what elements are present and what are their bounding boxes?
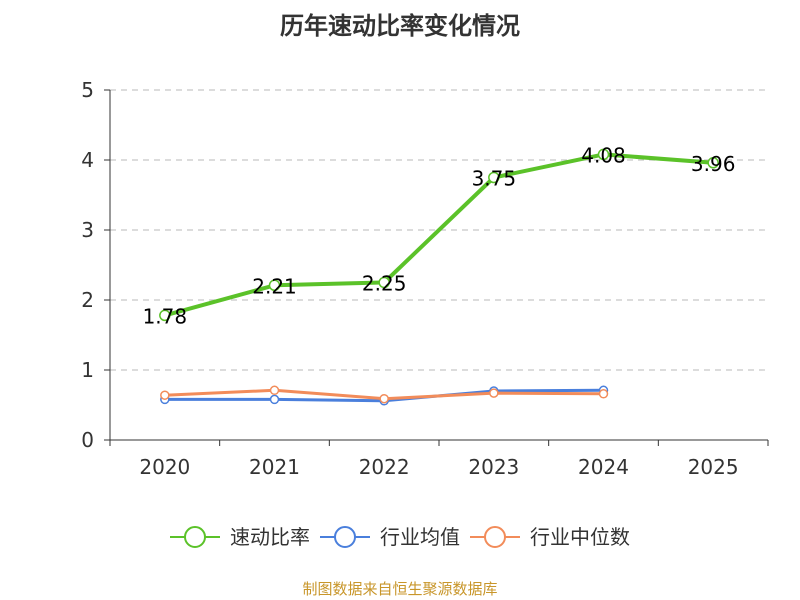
chart-title: 历年速动比率变化情况 bbox=[280, 12, 520, 40]
legend-label: 速动比率 bbox=[230, 525, 310, 549]
x-tick-label: 2024 bbox=[578, 455, 629, 479]
y-tick-label: 3 bbox=[81, 218, 94, 242]
y-tick-label: 5 bbox=[81, 78, 94, 102]
legend-item: 行业均值 bbox=[320, 525, 460, 549]
x-tick-label: 2022 bbox=[359, 455, 410, 479]
legend-label: 行业中位数 bbox=[530, 525, 630, 549]
x-tick-labels: 2020 2021 2022 2023 2024 2025 bbox=[139, 455, 738, 479]
legend: 速动比率 行业均值 行业中位数 bbox=[170, 525, 630, 549]
y-tick-label: 0 bbox=[81, 428, 94, 452]
data-point bbox=[597, 148, 610, 161]
x-tick-label: 2023 bbox=[468, 455, 519, 479]
series-line-0 bbox=[164, 152, 714, 318]
series-group bbox=[159, 148, 719, 406]
data-point bbox=[268, 279, 281, 292]
legend-item: 速动比率 bbox=[170, 525, 310, 549]
x-tick-label: 2020 bbox=[139, 455, 190, 479]
data-point bbox=[488, 171, 500, 184]
source-note: 制图数据来自恒生聚源数据库 bbox=[302, 580, 498, 598]
legend-marker bbox=[184, 526, 206, 548]
x-tick-label: 2021 bbox=[249, 455, 300, 479]
y-tick-label: 1 bbox=[81, 358, 94, 382]
data-point bbox=[707, 157, 719, 169]
data-labels: 1.78 2.21 2.25 3.75 4.08 3.96 bbox=[143, 143, 736, 328]
legend-marker bbox=[484, 526, 506, 548]
data-point bbox=[379, 393, 389, 404]
data-label: 2.25 bbox=[362, 272, 407, 296]
data-label: 2.21 bbox=[252, 274, 297, 298]
data-label: 1.78 bbox=[143, 304, 188, 328]
y-tick-labels: 0 1 2 3 4 5 bbox=[81, 78, 94, 452]
data-point bbox=[378, 276, 390, 289]
data-point bbox=[160, 390, 170, 400]
data-point bbox=[269, 394, 280, 405]
axes bbox=[104, 89, 769, 446]
legend-item: 行业中位数 bbox=[470, 525, 630, 549]
x-tick-label: 2025 bbox=[688, 455, 739, 479]
data-label: 3.96 bbox=[691, 152, 736, 176]
data-point bbox=[489, 388, 499, 398]
y-tick-label: 2 bbox=[81, 288, 94, 312]
data-label: 4.08 bbox=[581, 143, 626, 167]
data-label: 3.75 bbox=[472, 167, 517, 191]
legend-marker bbox=[334, 526, 356, 548]
legend-label: 行业均值 bbox=[380, 525, 460, 549]
data-point bbox=[269, 385, 280, 396]
data-point bbox=[598, 389, 609, 399]
y-tick-label: 4 bbox=[81, 148, 94, 172]
data-point bbox=[159, 309, 171, 322]
